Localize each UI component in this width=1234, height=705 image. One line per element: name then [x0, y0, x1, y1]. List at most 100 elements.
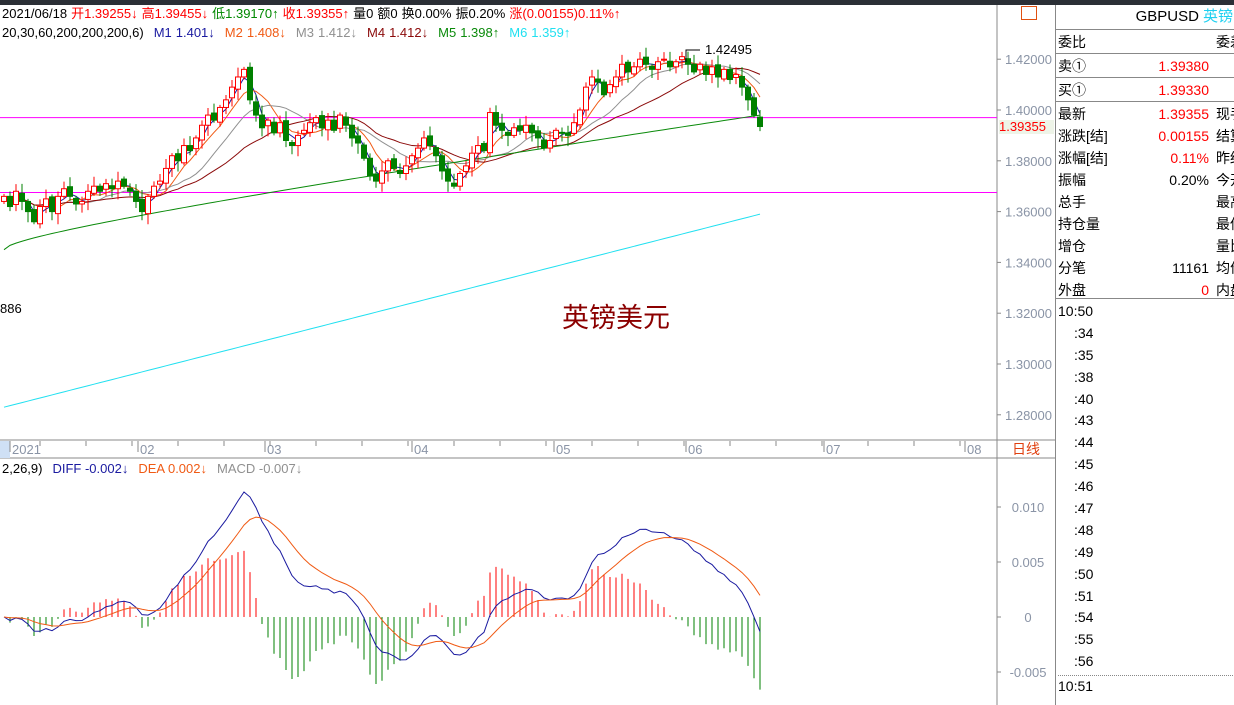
- candle-body: [757, 116, 763, 128]
- candle-body: [223, 99, 229, 108]
- quote-key: 增仓: [1058, 238, 1086, 254]
- month-label: 2021: [12, 442, 41, 457]
- open-value: 1.39255↓: [84, 6, 138, 21]
- candle-body: [133, 190, 139, 202]
- current-price-label: 1.39355: [999, 120, 1054, 134]
- quote-value: 1.39380: [1158, 58, 1209, 74]
- candle-body: [241, 68, 247, 78]
- change: 涨(0.00155)0.11%↑: [509, 6, 621, 21]
- tick-time: :55: [1074, 631, 1094, 648]
- tick-time: :50: [1074, 565, 1094, 582]
- low-value: 1.39170↑: [225, 6, 279, 21]
- close-label: 收: [282, 6, 296, 21]
- quote-row: 涨跌[结] 0.00155 结算: [1056, 125, 1234, 147]
- macd-tick-label: -0.005: [1010, 665, 1047, 680]
- tick-time: :46: [1074, 478, 1094, 495]
- ma-label-m1: M1: [153, 25, 172, 40]
- quote-key: 最新: [1058, 106, 1086, 122]
- symbol-name: 英镑: [1202, 8, 1233, 25]
- quote-row: 外盘 0 内盘: [1056, 279, 1234, 301]
- candle-body: [55, 195, 61, 215]
- time-separator: [1058, 675, 1233, 677]
- candle-body: [607, 84, 613, 94]
- symbol-code: GBPUSD: [1135, 8, 1199, 25]
- month-label: 05: [556, 442, 570, 457]
- quote-row: 总手 最高: [1056, 191, 1234, 213]
- window-toggle-icon[interactable]: [1021, 6, 1037, 20]
- candle-body: [19, 192, 25, 202]
- candle-body: [667, 60, 673, 68]
- candle-body: [259, 114, 265, 129]
- candle-body: [379, 170, 385, 184]
- tick-time: :51: [1074, 587, 1094, 604]
- quote-key-2: 今开: [1216, 172, 1234, 188]
- candle-body: [331, 119, 337, 131]
- quote-row: 买① 1.39330: [1056, 77, 1234, 101]
- candle-body: [79, 200, 85, 205]
- tick-time: :47: [1074, 500, 1094, 517]
- period-button[interactable]: 日线: [1012, 441, 1040, 457]
- date: 2021/06/18: [2, 6, 68, 21]
- open-label: 开: [71, 6, 85, 21]
- candle-body: [307, 122, 313, 133]
- ma-label-m2: M2: [224, 25, 243, 40]
- candle-body: [739, 75, 745, 88]
- candle-body: [421, 137, 427, 149]
- tick-time: :38: [1074, 368, 1094, 385]
- min-price-label: 886: [0, 301, 22, 316]
- candle-body: [571, 122, 577, 134]
- candle-body: [487, 112, 493, 154]
- candle-body: [469, 152, 475, 169]
- candle-body: [697, 63, 703, 71]
- candle-body: [337, 114, 343, 129]
- candle-body: [625, 61, 631, 73]
- candle-body: [751, 97, 757, 116]
- candle-body: [517, 125, 523, 131]
- candle-body: [151, 185, 157, 197]
- candle-body: [457, 173, 463, 187]
- quote-key: 分笔: [1058, 260, 1086, 276]
- candle-body: [691, 63, 697, 73]
- month-label: 03: [267, 442, 281, 457]
- tick-time: :48: [1074, 521, 1094, 538]
- price-tick-label: 1.34000: [1005, 255, 1052, 270]
- ma-line-m4: [3, 67, 761, 206]
- quote-value: 1.39355: [1158, 106, 1209, 122]
- ma-info-bar: 20,30,60,200,200,200,6) M1 1.401↓ M2 1.408↓…: [2, 25, 580, 41]
- candle-body: [229, 86, 235, 99]
- quote-key-2: 委差: [1216, 34, 1234, 50]
- candle-body: [157, 180, 163, 185]
- candle-body: [289, 142, 295, 147]
- candle-body: [679, 56, 685, 61]
- ma-label-m6: M6: [509, 25, 528, 40]
- candle-body: [565, 132, 571, 136]
- candle-body: [727, 68, 733, 81]
- candle-body: [361, 144, 367, 159]
- candle-body: [37, 206, 43, 225]
- ma-label-m3: M3: [295, 25, 314, 40]
- candle-body: [253, 101, 259, 116]
- quote-value: 0: [1201, 282, 1209, 298]
- candle-body: [67, 186, 73, 197]
- quote-key-2: 内盘: [1216, 282, 1234, 298]
- ma-params: 20,30,60,200,200,200,6): [2, 25, 144, 40]
- candle-body: [127, 187, 133, 192]
- candle-body: [649, 65, 655, 70]
- candle-body: [85, 190, 91, 200]
- candle-body: [367, 157, 373, 177]
- quote-row: 增仓 量比: [1056, 235, 1234, 257]
- quote-row: 振幅 0.20% 今开: [1056, 169, 1234, 191]
- candle-body: [349, 124, 355, 139]
- tick-time-list: 10:50:34:35:38:40:43:44:45:46:47:48:49:5…: [1056, 298, 1234, 698]
- candle-body: [601, 81, 607, 96]
- quote-key-2: 量比: [1216, 238, 1234, 254]
- candle-body: [1, 195, 7, 202]
- candle-body: [409, 155, 415, 165]
- candle-body: [271, 121, 277, 134]
- candle-body: [175, 153, 181, 162]
- candle-body: [145, 195, 151, 215]
- candle-body: [313, 117, 319, 124]
- candle-body: [91, 185, 97, 194]
- kline-chart[interactable]: 1.42000 1.40000 1.38000 1.36000 1.34000 1.320…: [0, 0, 1055, 705]
- macd-value: MACD -0.007↓: [217, 461, 303, 476]
